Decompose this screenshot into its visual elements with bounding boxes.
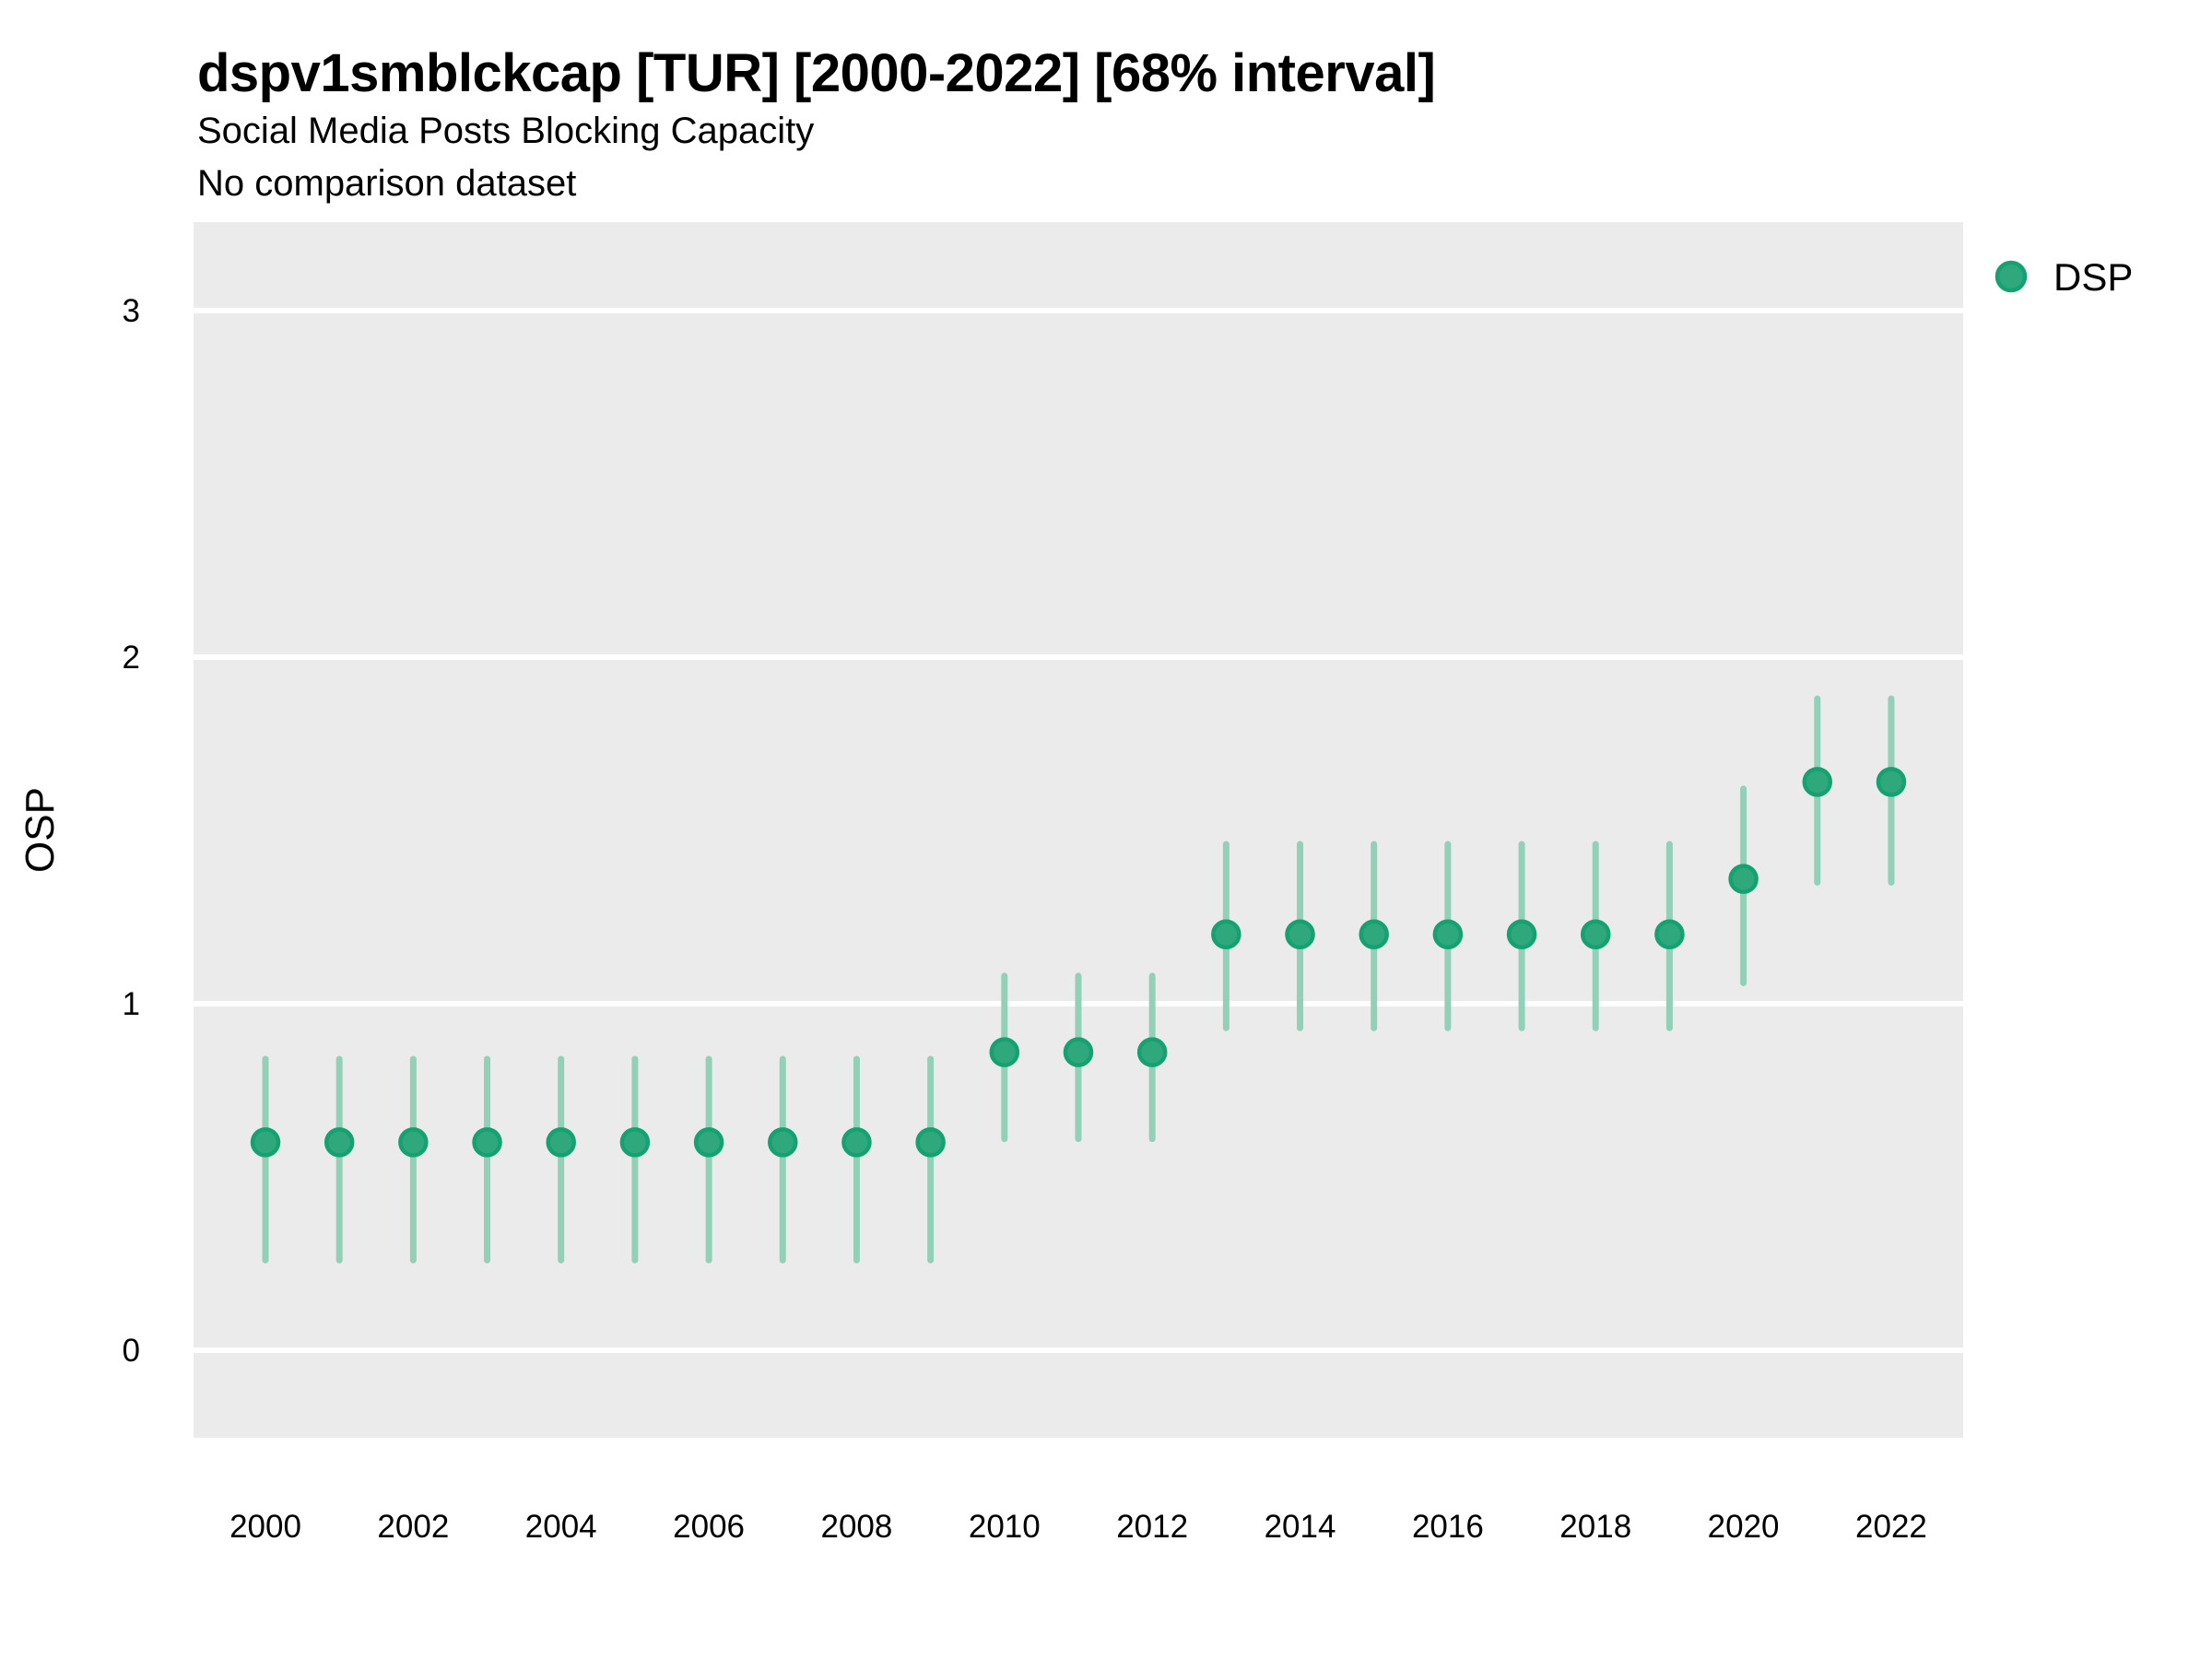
- legend-marker-icon: [1994, 260, 2028, 293]
- data-point-2014: [1285, 919, 1315, 950]
- data-point-2010: [989, 1037, 1020, 1067]
- data-point-2020: [1728, 864, 1759, 894]
- data-point-2004: [546, 1127, 576, 1158]
- data-point-2008: [841, 1127, 872, 1158]
- data-point-2002: [398, 1127, 429, 1158]
- x-tick-label: 2012: [1116, 1509, 1188, 1545]
- data-point-2018: [1580, 919, 1611, 950]
- x-tick-label: 2020: [1708, 1509, 1780, 1545]
- x-tick-label: 2008: [821, 1509, 893, 1545]
- legend-label: DSP: [2053, 255, 2133, 299]
- data-point-2000: [250, 1127, 281, 1158]
- x-tick-label: 2022: [1855, 1509, 1927, 1545]
- x-tick-label: 2006: [673, 1509, 745, 1545]
- y-tick-label: 2: [123, 640, 140, 676]
- x-tick-label: 2000: [229, 1509, 301, 1545]
- chart-note: No comparison dataset: [197, 163, 577, 204]
- y-axis-title: OSP: [18, 787, 63, 873]
- data-point-2011: [1063, 1037, 1094, 1067]
- data-point-2017: [1506, 919, 1537, 950]
- data-point-2003: [472, 1127, 502, 1158]
- data-point-2007: [768, 1127, 798, 1158]
- x-tick-label: 2018: [1559, 1509, 1631, 1545]
- y-tick-label: 0: [123, 1333, 140, 1369]
- y-tick-label: 3: [123, 293, 140, 329]
- data-point-2021: [1802, 767, 1833, 797]
- x-tick-label: 2002: [377, 1509, 449, 1545]
- x-tick-label: 2016: [1412, 1509, 1484, 1545]
- data-point-2015: [1359, 919, 1389, 950]
- data-point-2012: [1136, 1037, 1168, 1067]
- data-point-2016: [1432, 919, 1464, 950]
- data-point-2009: [915, 1127, 946, 1158]
- data-point-2005: [619, 1127, 651, 1158]
- chart-title: dspv1smblckcap [TUR] [2000-2022] [68% in…: [197, 43, 1436, 103]
- plot-panel: [194, 222, 1963, 1438]
- x-tick-label: 2004: [525, 1509, 597, 1545]
- data-point-2001: [324, 1127, 355, 1158]
- data-point-2022: [1876, 767, 1907, 797]
- x-tick-label: 2010: [969, 1509, 1041, 1545]
- data-point-2013: [1211, 919, 1241, 950]
- data-point-2006: [693, 1127, 724, 1158]
- data-point-2019: [1654, 919, 1685, 950]
- y-tick-label: 1: [123, 986, 140, 1022]
- chart-subtitle: Social Media Posts Blocking Capacity: [197, 111, 815, 151]
- x-tick-label: 2014: [1265, 1509, 1336, 1545]
